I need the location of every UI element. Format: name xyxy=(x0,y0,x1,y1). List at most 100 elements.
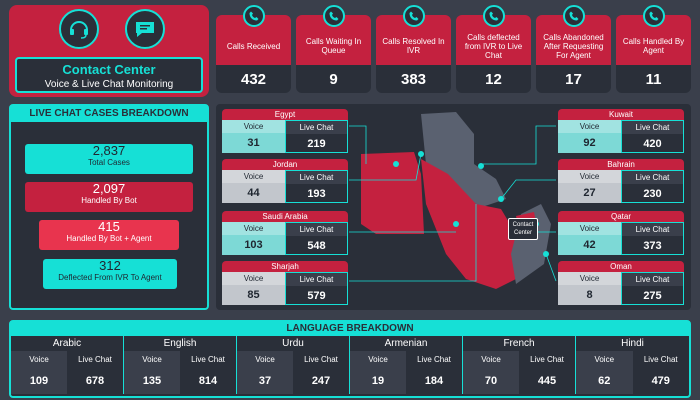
live-chat-label: Live Chat xyxy=(622,273,683,286)
connector-kuwait xyxy=(481,125,556,165)
language-chat-cell: Live Chat 678 xyxy=(67,351,123,394)
country-card-kuwait[interactable]: Kuwait Voice 92 Live Chat 420 xyxy=(558,109,684,153)
language-column-armenian[interactable]: Armenian Voice 19 Live Chat 184 xyxy=(350,336,463,394)
voice-value: 42 xyxy=(583,239,596,251)
voice-value: 27 xyxy=(583,187,596,199)
country-chat-cell: Live Chat 275 xyxy=(621,272,684,305)
language-column-hindi[interactable]: Hindi Voice 62 Live Chat 479 xyxy=(576,336,689,394)
language-name: Armenian xyxy=(384,338,428,349)
connector-egypt xyxy=(349,125,367,164)
country-card-jordan[interactable]: Jordan Voice 44 Live Chat 193 xyxy=(222,159,348,203)
voice-label: Voice xyxy=(222,272,285,285)
language-column-urdu[interactable]: Urdu Voice 37 Live Chat 247 xyxy=(237,336,350,394)
country-map-panel: Contact Center Egypt Voice 31 Live Chat 219 J… xyxy=(216,104,691,310)
handled-by-bot-box[interactable]: 2,097 Handled By Bot xyxy=(25,182,193,212)
voice-value: 19 xyxy=(371,375,385,387)
contact-center-marker[interactable]: Contact Center xyxy=(508,218,538,240)
voice-value: 31 xyxy=(247,137,260,149)
country-voice-cell: Voice 27 xyxy=(558,170,621,203)
handled-by-bot-agent-label: Handled By Bot + Agent xyxy=(66,234,152,243)
deflected-ivr-agent-box[interactable]: 312 Deflected From IVR To Agent xyxy=(43,259,177,289)
point-jordan xyxy=(418,151,424,157)
kpi-card-calls-received[interactable]: Calls Received 432 xyxy=(216,5,291,93)
live-chat-value: 247 xyxy=(311,375,331,387)
language-column-arabic[interactable]: Arabic Voice 109 Live Chat 678 xyxy=(11,336,124,394)
total-cases-value: 2,837 xyxy=(92,143,126,158)
connector-jordan xyxy=(349,153,422,181)
live-chat-value: 814 xyxy=(198,375,218,387)
live-chat-label: Live Chat xyxy=(286,273,347,286)
voice-label: Voice xyxy=(142,355,162,364)
language-name: Urdu xyxy=(282,338,304,349)
voice-label: Voice xyxy=(481,355,501,364)
live-chat-value: 579 xyxy=(307,290,326,302)
kpi-value: 9 xyxy=(296,65,371,93)
map-region-saudi-arabia xyxy=(421,159,536,289)
live-chat-value: 479 xyxy=(651,375,670,387)
voice-label: Voice xyxy=(368,355,388,364)
language-chat-cell: Live Chat 445 xyxy=(519,351,575,394)
live-chat-label: Live Chat xyxy=(78,355,112,364)
live-chat-value: 373 xyxy=(643,240,662,252)
kpi-card-calls-waiting-in-queue[interactable]: Calls Waiting In Queue 9 xyxy=(296,5,371,93)
point-bahrain xyxy=(498,196,504,202)
live-chat-label: Live Chat xyxy=(530,355,564,364)
connector-sharjah xyxy=(349,204,477,282)
country-card-qatar[interactable]: Qatar Voice 42 Live Chat 373 xyxy=(558,211,684,255)
live-chat-value: 678 xyxy=(85,375,105,387)
kpi-card-calls-deflected-from-ivr-to-live-chat[interactable]: Calls deflected from IVR to Live Chat 12 xyxy=(456,5,531,93)
country-name: Oman xyxy=(558,261,684,272)
handled-by-bot-agent-box[interactable]: 415 Handled By Bot + Agent xyxy=(39,220,179,250)
kpi-card-calls-resolved-in-ivr[interactable]: Calls Resolved In IVR 383 xyxy=(376,5,451,93)
voice-value: 44 xyxy=(247,187,260,199)
language-breakdown-title: LANGUAGE BREAKDOWN xyxy=(11,322,689,336)
voice-value: 85 xyxy=(247,289,260,301)
kpi-value: 11 xyxy=(616,65,691,93)
live-chat-value: 445 xyxy=(537,375,557,387)
voice-label: Voice xyxy=(222,222,285,235)
kpi-card-calls-handled-by-agent[interactable]: Calls Handled By Agent 11 xyxy=(616,5,691,93)
live-chat-breakdown-panel: LIVE CHAT CASES BREAKDOWN 2,837 Total Ca… xyxy=(9,104,209,310)
country-voice-cell: Voice 8 xyxy=(558,272,621,305)
language-column-french[interactable]: French Voice 70 Live Chat 445 xyxy=(463,336,576,394)
voice-label: Voice xyxy=(29,355,49,364)
page-title: Contact Center xyxy=(62,62,156,77)
country-chat-cell: Live Chat 420 xyxy=(621,120,684,153)
kpi-value: 17 xyxy=(536,65,611,93)
kpi-value: 432 xyxy=(216,65,291,93)
kpi-card-calls-abandoned-after-requesting-for-agent[interactable]: Calls Abandoned After Requesting For Age… xyxy=(536,5,611,93)
language-column-english[interactable]: English Voice 135 Live Chat 814 xyxy=(124,336,237,394)
header-title-box: Contact Center Voice & Live Chat Monitor… xyxy=(15,57,203,93)
live-chat-value: 275 xyxy=(643,290,662,302)
voice-value: 8 xyxy=(586,289,593,301)
voice-value: 92 xyxy=(583,137,596,149)
voice-label: Voice xyxy=(558,222,621,235)
country-chat-cell: Live Chat 219 xyxy=(285,120,348,153)
country-voice-cell: Voice 44 xyxy=(222,170,285,203)
country-card-oman[interactable]: Oman Voice 8 Live Chat 275 xyxy=(558,261,684,305)
phone-icon xyxy=(563,5,585,27)
country-name: Egypt xyxy=(222,109,348,120)
language-voice-cell: Voice 135 xyxy=(124,351,180,394)
live-chat-value: 219 xyxy=(307,138,326,150)
country-voice-cell: Voice 85 xyxy=(222,272,285,305)
country-card-saudi-arabia[interactable]: Saudi Arabia Voice 103 Live Chat 548 xyxy=(222,211,348,255)
language-chat-cell: Live Chat 184 xyxy=(406,351,462,394)
deflected-ivr-agent-value: 312 xyxy=(99,258,121,273)
language-name: Hindi xyxy=(621,338,644,349)
phone-icon xyxy=(483,5,505,27)
voice-label: Voice xyxy=(558,170,621,183)
country-card-sharjah[interactable]: Sharjah Voice 85 Live Chat 579 xyxy=(222,261,348,305)
deflected-ivr-agent-label: Deflected From IVR To Agent xyxy=(58,273,162,282)
country-card-bahrain[interactable]: Bahrain Voice 27 Live Chat 230 xyxy=(558,159,684,203)
total-cases-box[interactable]: 2,837 Total Cases xyxy=(25,144,193,174)
page-subtitle: Voice & Live Chat Monitoring xyxy=(44,79,174,90)
kpi-value: 12 xyxy=(456,65,531,93)
live-chat-value: 230 xyxy=(643,188,662,200)
country-chat-cell: Live Chat 579 xyxy=(285,272,348,305)
country-card-egypt[interactable]: Egypt Voice 31 Live Chat 219 xyxy=(222,109,348,153)
voice-value: 70 xyxy=(484,375,498,387)
live-chat-label: Live Chat xyxy=(622,171,683,184)
point-oman xyxy=(543,251,549,257)
phone-icon xyxy=(643,5,665,27)
